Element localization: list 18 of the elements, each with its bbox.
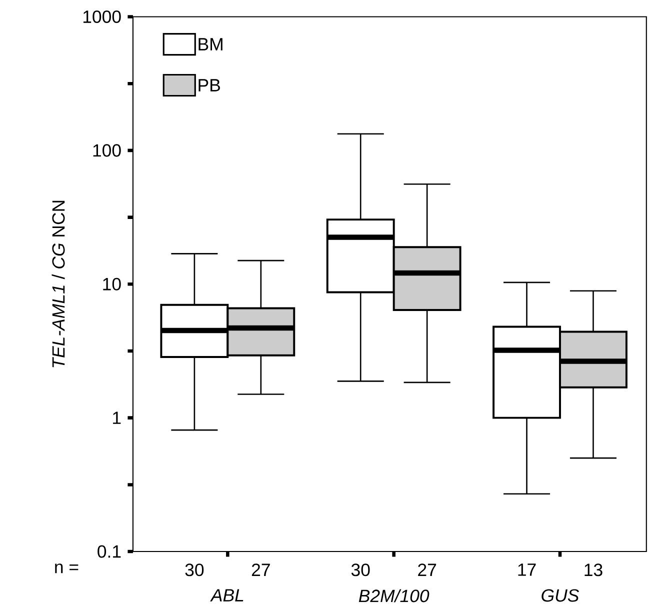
y-tick-label: 1 bbox=[113, 412, 121, 424]
y-tick-label: 10 bbox=[103, 278, 121, 290]
legend-label: BM bbox=[198, 38, 222, 50]
text: n = bbox=[55, 564, 78, 574]
x-tick-label: GUS bbox=[542, 589, 580, 602]
text: 30 bbox=[351, 564, 370, 576]
text: 13 bbox=[584, 564, 602, 576]
x-tick-label: B2M/100 bbox=[358, 589, 430, 602]
text: 17 bbox=[518, 564, 536, 576]
text: 30 bbox=[185, 564, 204, 576]
y-tick-label: 1000 bbox=[83, 10, 121, 23]
y-tick-label: 100 bbox=[93, 144, 121, 157]
text: 27 bbox=[418, 564, 436, 576]
legend-label: PB bbox=[198, 79, 220, 92]
y-tick-label: 0.1 bbox=[98, 545, 121, 558]
text: 27 bbox=[252, 564, 270, 576]
y-axis-title: TEL-AML1 / CG NCN bbox=[52, 200, 65, 368]
x-tick-label: ABL bbox=[210, 589, 244, 602]
